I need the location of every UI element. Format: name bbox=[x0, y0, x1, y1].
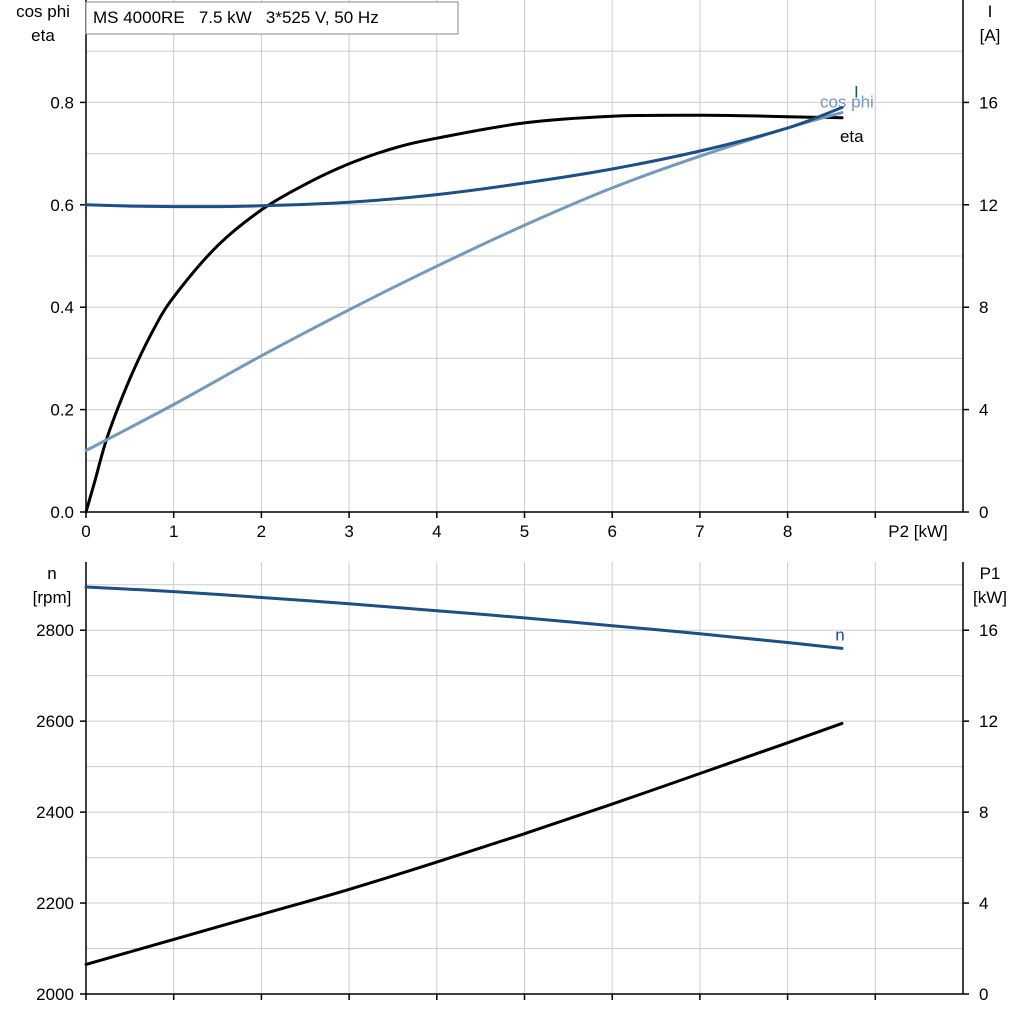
right-tick-label: 4 bbox=[979, 894, 988, 913]
x-axis-title: P2 [kW] bbox=[888, 522, 948, 541]
series-label-cos-phi: cos phi bbox=[820, 93, 874, 112]
x-tick-label: 6 bbox=[607, 522, 616, 541]
left-tick-label: 2800 bbox=[36, 621, 74, 640]
right-tick-label: 0 bbox=[979, 985, 988, 1004]
left-tick-label: 2400 bbox=[36, 803, 74, 822]
right-tick-label: 0 bbox=[979, 503, 988, 522]
left-tick-label: 0.6 bbox=[50, 196, 74, 215]
left-tick-label: 0.4 bbox=[50, 298, 74, 317]
left-axis-title: eta bbox=[31, 26, 55, 45]
bottom-panel: 2000 2200 2400 2600 2800 0 4 8 12 16 n [rpm] P1 [kW] n bbox=[33, 562, 1007, 1004]
series-line-cos-phi bbox=[84, 111, 844, 453]
series-line-n bbox=[84, 585, 844, 650]
right-axis-title: [A] bbox=[980, 26, 1001, 45]
x-tick-label: 5 bbox=[520, 522, 529, 541]
series-label-n: n bbox=[835, 625, 844, 644]
x-tick-label: 0 bbox=[81, 522, 90, 541]
series-line-eta bbox=[84, 113, 844, 514]
x-tick-label: 8 bbox=[783, 522, 792, 541]
series-label-i: I bbox=[854, 83, 859, 102]
left-tick-label: 0.2 bbox=[50, 401, 74, 420]
right-tick-label: 8 bbox=[979, 803, 988, 822]
left-tick-label: 0.8 bbox=[50, 93, 74, 112]
left-axis-title: [rpm] bbox=[33, 588, 72, 607]
series-line-i bbox=[84, 106, 844, 209]
left-tick-label: 2600 bbox=[36, 712, 74, 731]
right-tick-label: 8 bbox=[979, 298, 988, 317]
right-tick-label: 12 bbox=[979, 712, 998, 731]
right-axis-title: P1 bbox=[980, 564, 1001, 583]
left-axis-title: cos phi bbox=[16, 2, 70, 21]
right-tick-label: 4 bbox=[979, 401, 988, 420]
right-tick-label: 16 bbox=[979, 93, 998, 112]
right-tick-label: 16 bbox=[979, 621, 998, 640]
x-tick-label: 2 bbox=[257, 522, 266, 541]
x-tick-label: 4 bbox=[432, 522, 441, 541]
x-tick-label: 7 bbox=[695, 522, 704, 541]
left-tick-label: 2200 bbox=[36, 894, 74, 913]
right-axis-title: [kW] bbox=[973, 588, 1007, 607]
right-tick-label: 12 bbox=[979, 196, 998, 215]
series-label-eta: eta bbox=[840, 127, 864, 146]
x-tick-label: 1 bbox=[169, 522, 178, 541]
left-axis-title: n bbox=[47, 564, 56, 583]
right-axis-title: I bbox=[988, 2, 993, 21]
left-tick-label: 0.0 bbox=[50, 503, 74, 522]
left-tick-label: 2000 bbox=[36, 985, 74, 1004]
x-tick-label: 3 bbox=[344, 522, 353, 541]
series-line-p1 bbox=[84, 721, 844, 966]
chart-title: MS 4000RE 7.5 kW 3*525 V, 50 Hz bbox=[93, 8, 379, 27]
title-box bbox=[85, 1, 459, 35]
